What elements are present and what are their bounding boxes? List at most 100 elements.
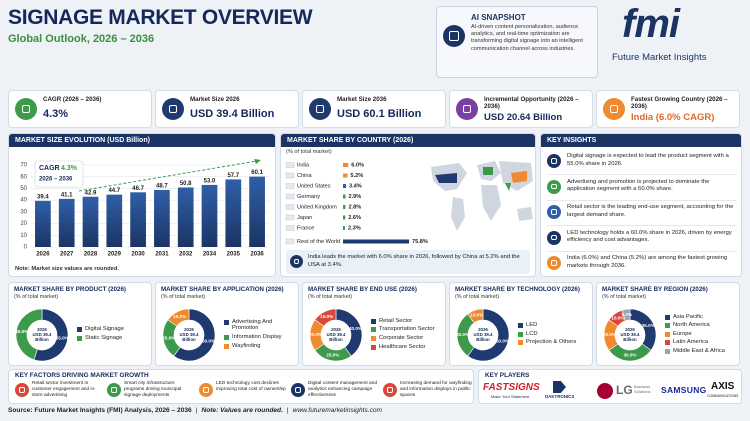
kpi-value: USD 60.1 Billion xyxy=(337,108,422,120)
map-land xyxy=(517,207,533,221)
icon-glyph xyxy=(19,387,25,393)
value-label: 50.8 xyxy=(180,181,192,187)
category-label: India xyxy=(297,162,310,168)
section-title: KEY PLAYERS xyxy=(485,372,530,379)
footer-sep: | xyxy=(195,407,198,414)
y-tick-label: 60 xyxy=(20,174,27,180)
footer-note: Note: Values are rounded. xyxy=(201,407,283,414)
player-daktronics-logo xyxy=(553,381,566,393)
panel-title: MARKET SHARE BY END USE (2026) xyxy=(308,286,417,293)
center-label: USD 39.4 xyxy=(326,332,346,337)
legend-swatch xyxy=(371,318,376,324)
y-tick-label: 50 xyxy=(20,186,27,192)
slice-label: 40.0% xyxy=(349,326,362,331)
bar xyxy=(249,176,265,247)
footer: Source: Future Market Insights (FMI) Ana… xyxy=(8,407,742,414)
center-label: USD 39.4 xyxy=(32,332,52,337)
kpi-card: Fastest Growing Country (2026 – 2036) Ind… xyxy=(596,90,740,128)
chart-subtitle: (% of total market) xyxy=(286,149,332,155)
donut-slice xyxy=(621,308,631,322)
donut-slice xyxy=(33,308,69,362)
value-label: 60.1 xyxy=(251,170,263,176)
ai-snapshot: AI SNAPSHOT AI-driven content personaliza… xyxy=(436,6,598,78)
bar xyxy=(343,239,409,244)
driver-text: Increasing demand for wayfinding and inf… xyxy=(400,381,472,398)
icon xyxy=(107,383,121,397)
value-label: 44.7 xyxy=(108,188,120,194)
icon xyxy=(383,383,397,397)
legend-label: Latin America xyxy=(673,339,709,346)
panel: KEY INSIGHTS Digital signage is expected … xyxy=(540,133,742,277)
icon xyxy=(199,383,213,397)
flag xyxy=(285,238,295,245)
donut-slice xyxy=(314,308,337,327)
bar xyxy=(154,189,170,247)
legend-item: Asia Pacific xyxy=(665,314,739,321)
bar xyxy=(225,179,242,247)
icon-glyph xyxy=(609,104,619,114)
legend: Digital Signage Static Signage xyxy=(77,303,151,365)
bar xyxy=(343,163,349,167)
center-label: 2026 xyxy=(331,327,341,332)
center-label: 2026 xyxy=(37,327,47,332)
panel: MARKET SHARE BY COUNTRY (2026) (% of tota… xyxy=(280,133,536,277)
x-tick-label: 2036 xyxy=(250,252,264,258)
panel-title: KEY INSIGHTS xyxy=(541,134,741,147)
legend-label: Europe xyxy=(673,330,692,337)
icon xyxy=(162,98,184,120)
footer-source: Source: Future Market Insights (FMI) Ana… xyxy=(8,407,192,414)
category-label: Rest of the World xyxy=(297,239,340,245)
legend-item: LED xyxy=(518,322,592,329)
chart-subtitle: (% of total market) xyxy=(14,294,59,300)
bar xyxy=(130,192,146,247)
kpi-card: Incremental Opportunity (2026 – 2036) USD… xyxy=(449,90,593,128)
legend-swatch xyxy=(518,340,523,346)
legend-item: Information Display xyxy=(224,334,298,341)
chart-subtitle: (% of total market) xyxy=(602,294,647,300)
legend-swatch xyxy=(665,348,670,354)
player-axis-tagline: COMMUNICATIONS xyxy=(707,394,739,398)
legend-item: Advertising And Promotion xyxy=(224,319,298,332)
legend-swatch xyxy=(371,344,376,350)
center-label: Billion xyxy=(35,337,49,342)
bar xyxy=(343,184,346,188)
icon-glyph xyxy=(551,209,557,215)
panel: MARKET SIZE EVOLUTION (USD Billion) 0 10 20… xyxy=(8,133,276,277)
value-label: 39.4 xyxy=(37,194,49,200)
bar xyxy=(343,173,348,178)
slice-label: 10.0% xyxy=(611,316,624,321)
icon-glyph xyxy=(168,104,178,114)
icon-glyph xyxy=(293,258,300,265)
bar xyxy=(343,194,346,199)
value-label: 41.1 xyxy=(61,192,73,198)
flag xyxy=(285,162,295,168)
icon-glyph xyxy=(551,158,557,164)
logo-mark: fmi xyxy=(622,2,680,46)
legend-item: Projection & Others xyxy=(518,339,592,346)
kpi-label: CAGR (2026 – 2036) xyxy=(43,96,102,103)
slice-label: 35.0% xyxy=(642,323,655,328)
kpi-value: USD 20.64 Billion xyxy=(484,112,563,123)
legend-item: Retail Sector xyxy=(371,318,445,325)
category-label: Germany xyxy=(297,194,320,200)
kpi-label: Fastest Growing Country (2026 – 2036) xyxy=(631,96,728,110)
player-lg-tagline: Business Solutions xyxy=(634,384,651,394)
slice-label: 25.0% xyxy=(162,335,175,340)
chart-subtitle: (% of total market) xyxy=(161,294,206,300)
value-label: 2.9% xyxy=(349,194,362,200)
icon xyxy=(547,179,561,194)
icon xyxy=(456,98,478,120)
legend-label: Middle East & Africa xyxy=(673,347,725,354)
center-label: Billion xyxy=(476,337,490,342)
flag xyxy=(285,214,295,221)
flag xyxy=(285,172,295,179)
slice-label: 55.0% xyxy=(56,335,69,340)
player-lg-logo xyxy=(597,383,613,399)
legend-item: Wayfinding xyxy=(224,343,298,350)
insight-text: Digital signage is expected to lead the … xyxy=(567,153,729,167)
panel: MARKET SHARE BY TECHNOLOGY (2026) (% of t… xyxy=(449,282,593,366)
icon xyxy=(15,98,37,120)
value-label: 3.4% xyxy=(349,183,362,189)
bar xyxy=(201,184,218,247)
